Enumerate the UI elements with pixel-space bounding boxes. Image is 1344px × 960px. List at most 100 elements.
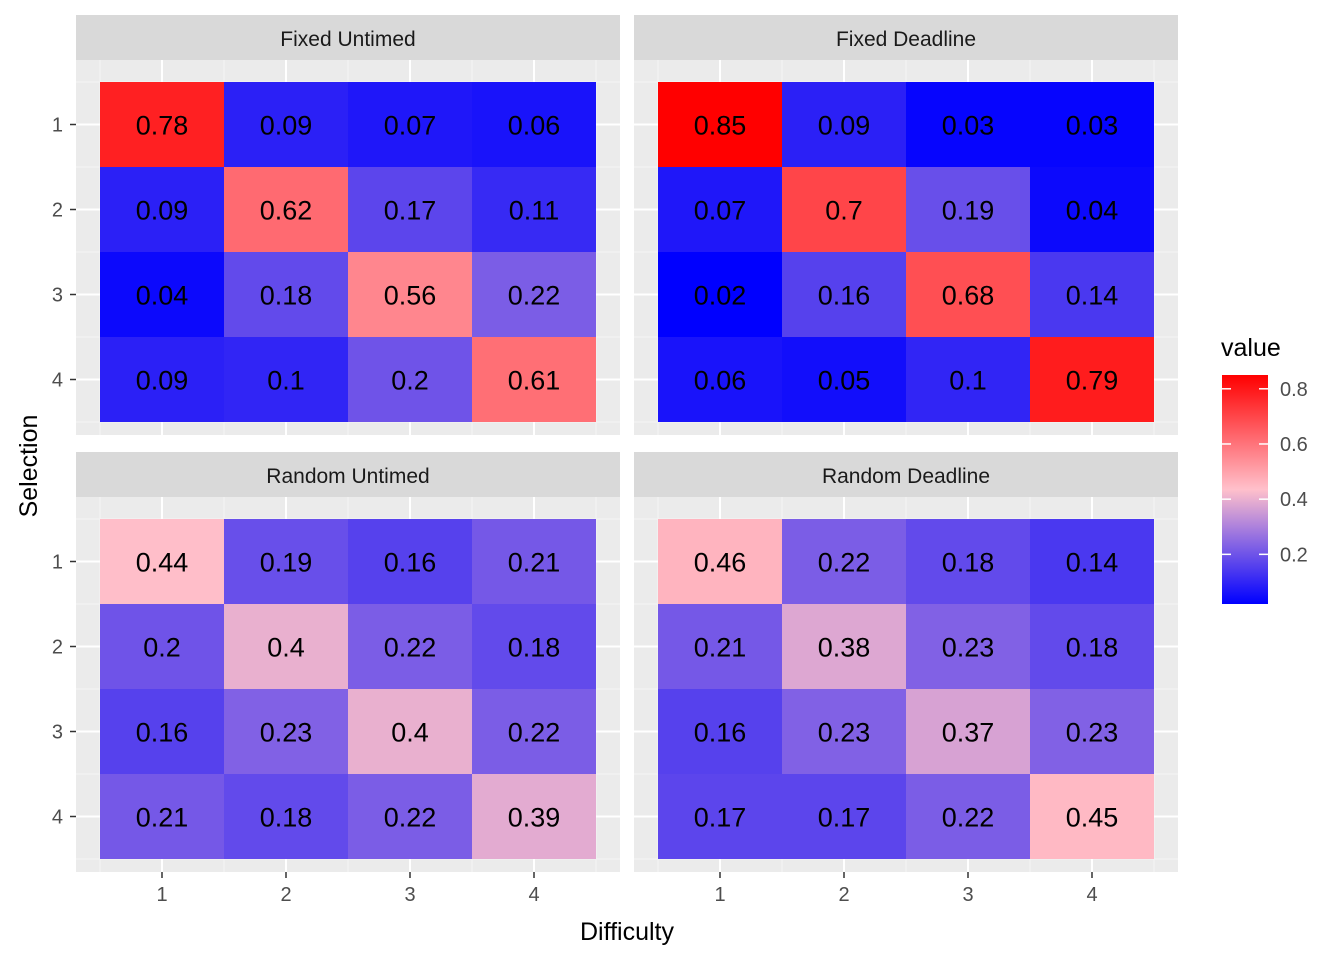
x-tick-label: 2 — [838, 884, 849, 906]
cell-value-label: 0.23 — [942, 633, 995, 663]
facet-strip-title: Fixed Untimed — [280, 28, 415, 51]
heatmap-cell — [100, 167, 224, 252]
heatmap-cell — [100, 774, 224, 859]
cell-value-label: 0.05 — [818, 366, 871, 396]
heatmap-cell — [1030, 519, 1154, 604]
heatmap-cell — [782, 604, 906, 689]
heatmap-cell — [224, 82, 348, 167]
heatmap-cell — [1030, 337, 1154, 422]
y-tick-label: 2 — [52, 637, 63, 659]
heatmap-cell — [224, 167, 348, 252]
heatmap-cell — [348, 774, 472, 859]
cell-value-label: 0.18 — [1066, 633, 1119, 663]
panels-layer: Fixed Untimed 0.78 0.09 0.07 0.06 0.09 0.62 0.1… — [76, 15, 1178, 872]
heatmap-cell — [658, 774, 782, 859]
heatmap-cell — [100, 519, 224, 604]
cell-value-label: 0.1 — [949, 366, 987, 396]
cell-value-label: 0.18 — [942, 548, 995, 578]
cell-value-label: 0.21 — [508, 548, 561, 578]
heatmap-cell — [906, 167, 1030, 252]
cell-value-label: 0.4 — [391, 718, 429, 748]
cell-value-label: 0.07 — [384, 111, 437, 141]
cell-value-label: 0.14 — [1066, 281, 1119, 311]
heatmap-cell — [1030, 82, 1154, 167]
heatmap-cell — [658, 167, 782, 252]
cell-value-label: 0.19 — [942, 196, 995, 226]
cell-value-label: 0.16 — [694, 718, 747, 748]
cell-value-label: 0.38 — [818, 633, 871, 663]
x-tick-label: 1 — [156, 884, 167, 906]
cell-value-label: 0.2 — [391, 366, 429, 396]
cell-value-label: 0.16 — [384, 548, 437, 578]
cell-value-label: 0.23 — [1066, 718, 1119, 748]
heatmap-cell — [658, 252, 782, 337]
cell-value-label: 0.06 — [508, 111, 561, 141]
legend-title: value — [1221, 334, 1281, 362]
heatmap-cell — [906, 604, 1030, 689]
cell-value-label: 0.44 — [136, 548, 189, 578]
heatmap-cell — [224, 774, 348, 859]
legend-tick-label: 0.4 — [1280, 489, 1308, 511]
heatmap-cell — [348, 337, 472, 422]
legend: value 0.2 0.4 0.6 0.8 — [1221, 334, 1308, 604]
cell-value-label: 0.68 — [942, 281, 995, 311]
heatmap-cell — [348, 604, 472, 689]
heatmap-cell — [224, 689, 348, 774]
cell-value-label: 0.11 — [509, 196, 560, 226]
panel-fixed-deadline: Fixed Deadline 0.85 0.09 0.03 0.03 0.07 0.7 0.1… — [634, 15, 1178, 435]
cell-value-label: 0.02 — [694, 281, 747, 311]
cell-value-label: 0.22 — [384, 633, 437, 663]
y-tick-label: 1 — [52, 115, 63, 137]
legend-tick-label: 0.6 — [1280, 434, 1308, 456]
cell-value-label: 0.23 — [260, 718, 313, 748]
y-tick-label: 4 — [52, 370, 63, 392]
heatmap-cell — [472, 252, 596, 337]
heatmap-cell — [906, 252, 1030, 337]
cell-value-label: 0.17 — [384, 196, 437, 226]
cell-value-label: 0.7 — [825, 196, 863, 226]
cell-value-label: 0.23 — [818, 718, 871, 748]
cell-value-label: 0.09 — [818, 111, 871, 141]
panel-random-deadline: Random Deadline 0.46 0.22 0.18 0.14 0.21 0.38 0… — [634, 452, 1178, 872]
heatmap-cell — [100, 252, 224, 337]
heatmap-cell — [472, 774, 596, 859]
heatmap-cell — [348, 689, 472, 774]
y-tick-label: 2 — [52, 200, 63, 222]
heatmap-cell — [658, 337, 782, 422]
cell-value-label: 0.79 — [1066, 366, 1119, 396]
x-axis-title: Difficulty — [580, 918, 675, 946]
heatmap-cell — [100, 604, 224, 689]
heatmap-cell — [782, 337, 906, 422]
heatmap-cell — [472, 82, 596, 167]
x-tick-label: 4 — [528, 884, 539, 906]
cell-value-label: 0.62 — [260, 196, 313, 226]
y-tick-label: 4 — [52, 807, 63, 829]
heatmap-cell — [224, 252, 348, 337]
heatmap-cell — [472, 337, 596, 422]
cell-value-label: 0.21 — [694, 633, 747, 663]
cell-value-label: 0.18 — [508, 633, 561, 663]
heatmap-cell — [906, 337, 1030, 422]
cell-value-label: 0.17 — [694, 803, 747, 833]
cell-value-label: 0.04 — [1066, 196, 1119, 226]
facet-strip-title: Random Deadline — [822, 465, 990, 488]
heatmap-cell — [906, 774, 1030, 859]
y-tick-label: 3 — [52, 285, 63, 307]
heatmap-cell — [100, 82, 224, 167]
cell-value-label: 0.1 — [267, 366, 305, 396]
heatmap-cell — [906, 519, 1030, 604]
legend-colorbar — [1222, 375, 1268, 604]
facet-strip-title: Random Untimed — [266, 465, 429, 488]
heatmap-cell — [1030, 689, 1154, 774]
cell-value-label: 0.45 — [1066, 803, 1119, 833]
cell-value-label: 0.03 — [1066, 111, 1119, 141]
cell-value-label: 0.04 — [136, 281, 189, 311]
cell-value-label: 0.22 — [508, 718, 561, 748]
cell-value-label: 0.18 — [260, 281, 313, 311]
facet-strip — [634, 15, 1178, 60]
heatmap-cell — [658, 689, 782, 774]
facet-strip — [76, 15, 620, 60]
cell-value-label: 0.22 — [942, 803, 995, 833]
cell-value-label: 0.09 — [260, 111, 313, 141]
cell-value-label: 0.09 — [136, 196, 189, 226]
